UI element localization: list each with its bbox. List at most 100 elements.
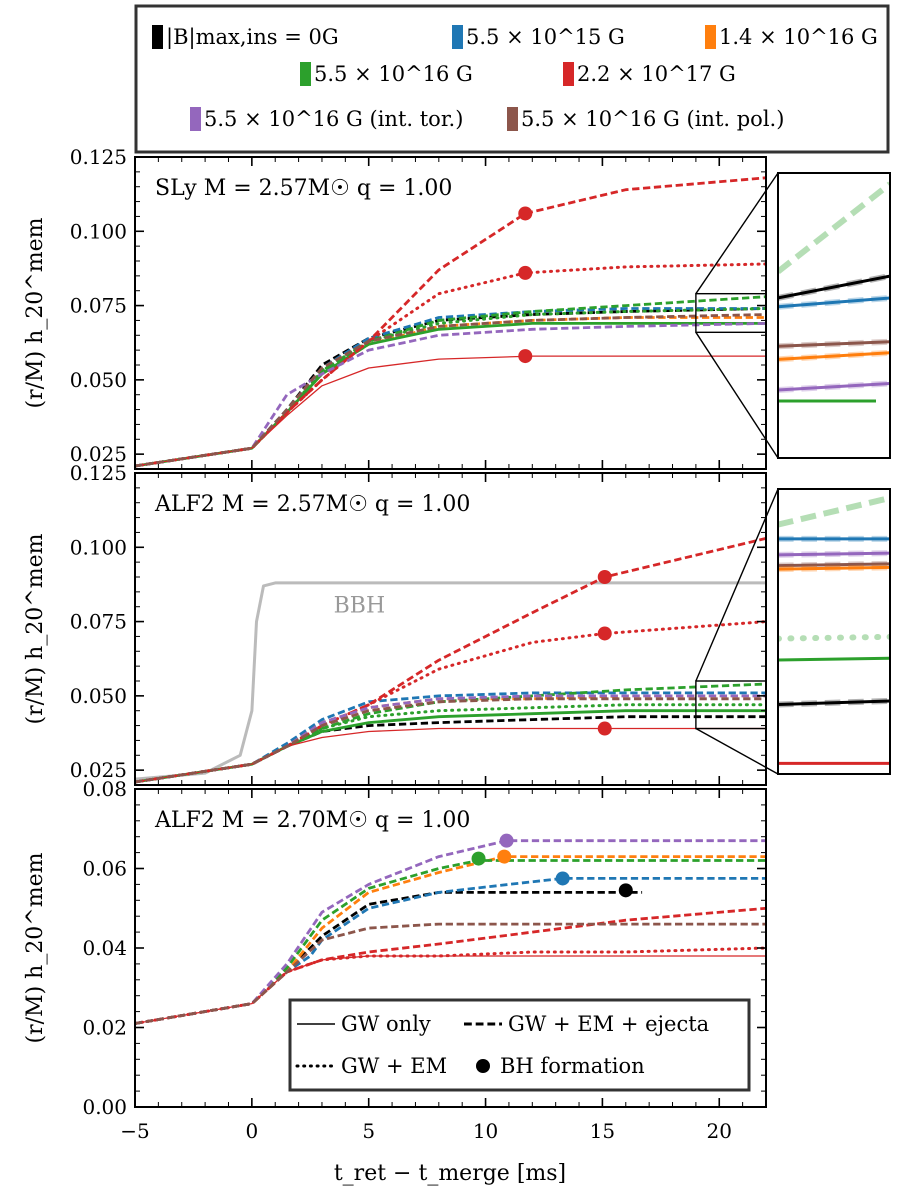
panel-1-series xyxy=(135,537,766,784)
y-tick-label: 0.04 xyxy=(82,936,127,960)
panel-0-background xyxy=(135,157,766,469)
inset-line xyxy=(778,181,890,275)
legend-label: 5.5 × 10^15 G xyxy=(466,25,625,49)
legend-label: GW only xyxy=(341,1012,431,1036)
series-line xyxy=(135,322,766,468)
panel-1-frame xyxy=(134,472,767,786)
panel-0-series xyxy=(135,176,766,468)
inset-line xyxy=(778,551,890,557)
inset-line xyxy=(778,274,890,300)
inset-connector xyxy=(695,331,779,459)
inset-connector xyxy=(695,172,779,295)
y-tick-label: 0.06 xyxy=(82,857,127,881)
series-line xyxy=(135,922,766,1025)
x-axis-label: t_ret − t_merge [ms] xyxy=(334,1161,566,1186)
legend-label: BH formation xyxy=(500,1054,645,1078)
bh-marker xyxy=(618,883,633,898)
bh-marker xyxy=(518,265,533,280)
y-tick-label: 0.125 xyxy=(70,461,127,485)
bh-marker xyxy=(518,349,533,364)
legend-label: 1.4 × 10^16 G xyxy=(719,25,878,49)
legend-label: 2.2 × 10^17 G xyxy=(577,62,736,86)
inset-line xyxy=(778,351,890,361)
bh-marker xyxy=(471,851,486,866)
y-tick-label: 0.08 xyxy=(82,777,127,801)
inset-line-shadow xyxy=(778,697,890,708)
legend-label: GW + EM + ejecta xyxy=(508,1012,709,1036)
bh-marker xyxy=(597,721,612,736)
panel-backgrounds xyxy=(135,157,766,1107)
bbh-label: BBH xyxy=(334,594,386,619)
series-line xyxy=(135,697,766,784)
x-tick-label: 10 xyxy=(473,1119,498,1143)
y-tick-label: 0.02 xyxy=(82,1016,127,1040)
legend-swatch xyxy=(705,25,716,49)
legend-label: |B|max,ins = 0G xyxy=(166,25,339,50)
series-line xyxy=(135,839,766,1025)
panel-title: SLy M = 2.57M☉ q = 1.00 xyxy=(155,176,452,201)
inset-background xyxy=(778,173,890,458)
legend-marker xyxy=(476,1059,490,1073)
legend-label: 5.5 × 10^16 G (int. tor.) xyxy=(204,107,463,131)
inset-line-shadow xyxy=(778,380,890,394)
panel-2-series xyxy=(135,833,766,1025)
y-tick-label: 0.125 xyxy=(70,145,127,169)
legend-swatch xyxy=(190,107,201,131)
inset-connector xyxy=(695,727,779,775)
legend-swatch xyxy=(152,25,163,49)
inset-line-shadow xyxy=(778,294,890,310)
series-line xyxy=(135,703,766,784)
inset-frame xyxy=(777,172,891,459)
series-line xyxy=(135,313,766,468)
bh-marker xyxy=(597,570,612,584)
panel-title: ALF2 M = 2.70M☉ q = 1.00 xyxy=(154,808,470,833)
legend-swatch xyxy=(300,62,311,86)
y-tick-label: 0.050 xyxy=(70,368,127,392)
legend-label: 5.5 × 10^16 G (int. pol.) xyxy=(521,107,784,131)
y-axis-label: (r/M) h_20^mem xyxy=(23,217,48,408)
x-tick-label: 15 xyxy=(590,1119,615,1143)
y-tick-label: 0.00 xyxy=(82,1095,127,1119)
inset-line-shadow xyxy=(778,338,890,350)
legend-swatch xyxy=(563,62,574,86)
inset-line-shadow xyxy=(778,273,890,301)
panel-1-background xyxy=(135,473,766,785)
frame-layer xyxy=(134,156,891,1108)
x-tick-label: 0 xyxy=(245,1119,258,1143)
inset-connector xyxy=(695,488,779,682)
series-line xyxy=(135,620,766,784)
inset-line xyxy=(778,340,890,348)
bh-marker xyxy=(518,206,533,221)
legend-swatch xyxy=(452,25,463,49)
bh-marker xyxy=(597,626,612,641)
x-tick-label: 5 xyxy=(362,1119,375,1143)
y-tick-label: 0.100 xyxy=(70,535,127,559)
y-axis-label: (r/M) h_20^mem xyxy=(23,852,48,1043)
y-axis-label: (r/M) h_20^mem xyxy=(23,533,48,724)
bh-marker xyxy=(555,871,570,886)
inset-line-shadow xyxy=(778,560,890,569)
y-tick-label: 0.100 xyxy=(70,219,127,243)
inset-background xyxy=(778,489,890,774)
inset-line xyxy=(778,494,890,528)
panel-title: ALF2 M = 2.57M☉ q = 1.00 xyxy=(154,492,470,517)
y-tick-label: 0.075 xyxy=(70,294,127,318)
style-legend-box xyxy=(288,998,751,1092)
y-tick-label: 0.025 xyxy=(70,758,127,782)
inset-line xyxy=(778,565,890,571)
legend-label: GW + EM xyxy=(341,1054,447,1078)
inset-series xyxy=(778,494,890,765)
inset-line xyxy=(778,381,890,392)
y-tick-label: 0.075 xyxy=(70,610,127,634)
inset-line xyxy=(778,562,890,568)
y-tick-label: 0.025 xyxy=(70,442,127,466)
inset-line-shadow xyxy=(778,349,890,363)
x-tick-label: 20 xyxy=(707,1119,732,1143)
series-layer xyxy=(135,176,766,1025)
legend-layer: |B|max,ins = 0G 5.5 × 10^15 G 1.4 × 10^16 … xyxy=(134,4,890,1092)
inset-line-shadow xyxy=(778,550,890,558)
inset-series xyxy=(778,181,890,403)
bh-marker xyxy=(497,849,512,864)
